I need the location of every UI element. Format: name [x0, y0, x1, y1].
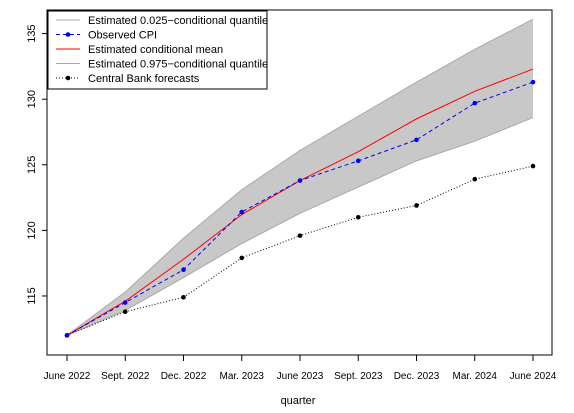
legend-box — [47, 10, 268, 90]
x-tick-label: Mar. 2024 — [453, 371, 498, 382]
central-bank-forecasts-point — [181, 294, 186, 300]
observed-cpi-point — [355, 158, 361, 164]
legend-label: Observed CPI — [88, 30, 157, 42]
x-tick-label: June 2022 — [44, 371, 91, 382]
y-tick-label: 125 — [26, 156, 38, 174]
central-bank-forecasts-point — [414, 203, 419, 208]
observed-cpi-point — [530, 79, 536, 85]
central-bank-forecasts-point — [472, 176, 478, 182]
quantile-band-area — [67, 19, 533, 336]
y-tick-label: 120 — [26, 221, 38, 239]
central-bank-forecasts-point — [355, 214, 361, 220]
x-tick-label: Sept. 2022 — [101, 371, 150, 382]
series-layer — [64, 68, 536, 338]
central-bank-forecasts-point — [297, 233, 303, 238]
y-tick-label: 115 — [26, 287, 38, 305]
legend-label: Central Bank forecasts — [88, 73, 200, 85]
observed-cpi-point — [414, 137, 419, 143]
lower-quantile-line — [66, 117, 534, 336]
central-bank-forecasts-point — [122, 309, 128, 315]
quantile-band-layer — [66, 18, 534, 336]
legend-label: Estimated 0.025−conditional quantile — [88, 15, 268, 27]
observed-cpi-point — [472, 100, 478, 106]
axes-layer: 115 120 125 130 135 June 2022 Sept. 2022 Dec. 2… — [26, 9, 557, 382]
observed-cpi-point — [181, 267, 186, 273]
legend-label: Estimated 0.975−conditional quantile — [88, 59, 268, 71]
x-tick-label: Dec. 2022 — [161, 371, 207, 382]
legend-swatch-point — [65, 75, 71, 81]
upper-quantile-line — [66, 18, 534, 336]
y-tick-label: 135 — [26, 24, 38, 42]
observed-cpi-point — [122, 300, 128, 305]
x-tick-label: June 2024 — [510, 371, 557, 382]
x-tick-label: June 2023 — [277, 371, 324, 382]
observed-cpi-point — [297, 178, 303, 183]
legend-swatch-point — [65, 32, 71, 37]
x-tick-label: Dec. 2023 — [394, 371, 440, 382]
central-bank-forecasts-point — [530, 163, 536, 169]
y-tick-label: 130 — [26, 90, 38, 108]
x-axis-title: quarter — [281, 395, 316, 407]
x-tick-label: Sept. 2023 — [334, 371, 383, 382]
central-bank-forecasts-point — [239, 255, 245, 261]
legend: Estimated 0.025−conditional quantile Obse… — [47, 10, 268, 90]
observed-cpi-point — [239, 209, 245, 215]
observed-cpi-point — [64, 333, 70, 338]
legend-label: Estimated conditional mean — [88, 44, 223, 56]
x-tick-label: Mar. 2023 — [220, 371, 265, 382]
